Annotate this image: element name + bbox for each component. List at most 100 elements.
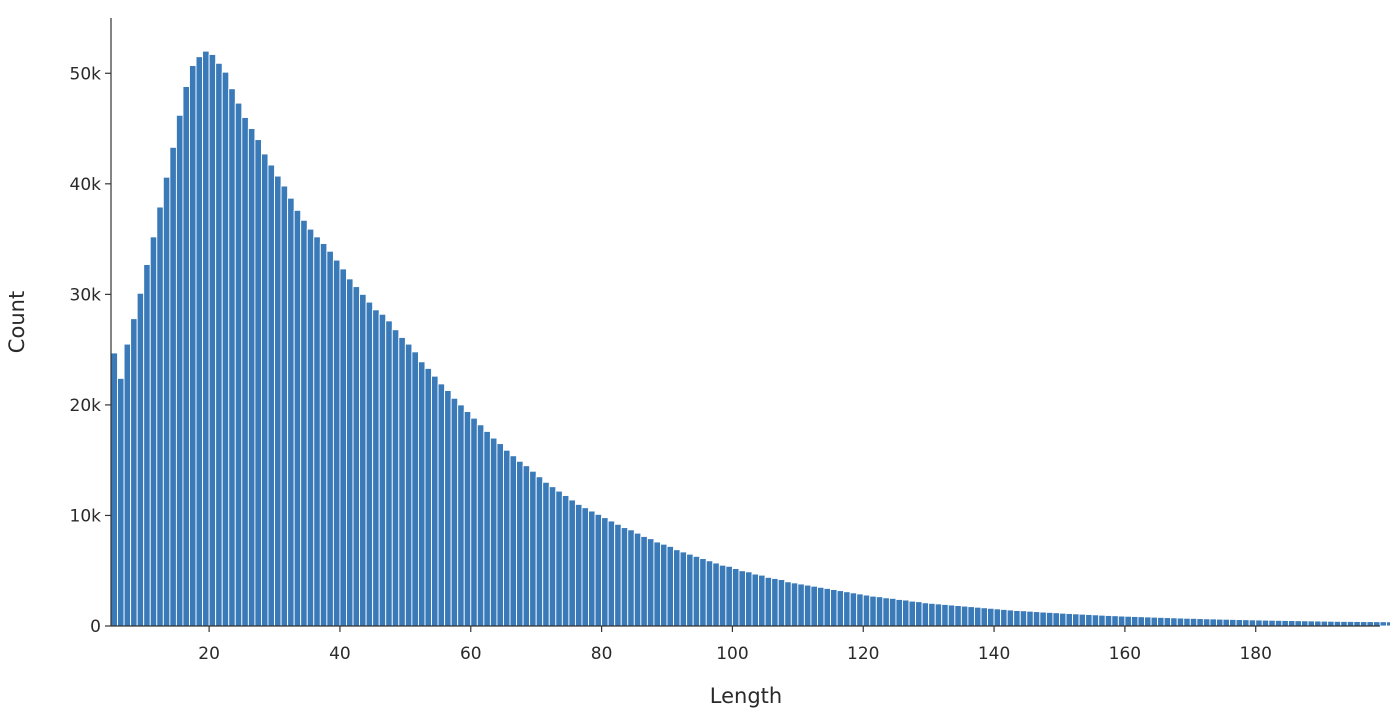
bar bbox=[679, 551, 688, 627]
bar bbox=[1013, 610, 1021, 627]
bar bbox=[476, 424, 485, 627]
bar bbox=[810, 585, 818, 627]
bar bbox=[202, 50, 210, 627]
bar bbox=[1320, 620, 1329, 627]
bar bbox=[738, 570, 746, 627]
x-tick-label: 140 bbox=[978, 644, 1010, 664]
bar bbox=[1144, 616, 1152, 627]
bar bbox=[692, 555, 701, 627]
bar bbox=[843, 591, 851, 627]
bar bbox=[319, 243, 328, 627]
bar bbox=[254, 139, 262, 627]
bar bbox=[862, 594, 871, 627]
bar bbox=[1202, 618, 1211, 627]
bar bbox=[1170, 617, 1178, 627]
bar bbox=[1366, 621, 1374, 627]
bar bbox=[450, 397, 459, 627]
bar bbox=[921, 602, 930, 627]
bar bbox=[1157, 616, 1165, 627]
bar bbox=[947, 604, 956, 627]
bar bbox=[385, 320, 393, 627]
bar bbox=[267, 164, 275, 627]
bar bbox=[1117, 615, 1126, 627]
bar bbox=[1261, 619, 1270, 627]
bar bbox=[601, 517, 609, 627]
bar bbox=[398, 337, 406, 627]
bar bbox=[1000, 608, 1008, 627]
bar bbox=[1307, 620, 1316, 627]
bar bbox=[902, 599, 910, 627]
bar bbox=[326, 250, 334, 627]
bar bbox=[934, 603, 943, 627]
bar bbox=[993, 608, 1002, 627]
bar bbox=[686, 553, 694, 627]
bar bbox=[117, 377, 125, 627]
bar bbox=[182, 86, 190, 627]
x-axis-title: Length bbox=[710, 684, 782, 708]
bar bbox=[895, 599, 903, 627]
bar bbox=[1111, 615, 1119, 627]
x-tick-label: 60 bbox=[460, 644, 482, 664]
bar bbox=[660, 543, 668, 627]
bar bbox=[247, 128, 256, 627]
bar bbox=[745, 571, 753, 627]
bar bbox=[332, 259, 341, 627]
bar bbox=[156, 206, 164, 627]
bar bbox=[1340, 620, 1348, 627]
bar bbox=[1039, 611, 1047, 627]
bar bbox=[529, 470, 537, 627]
bar bbox=[960, 605, 969, 627]
x-tick-label: 160 bbox=[1109, 644, 1141, 664]
bar bbox=[1359, 621, 1368, 627]
bar bbox=[725, 565, 733, 627]
bar bbox=[764, 576, 773, 627]
bar bbox=[594, 513, 603, 627]
bar bbox=[175, 114, 184, 627]
bar bbox=[1045, 611, 1054, 627]
bar bbox=[470, 417, 478, 627]
bar bbox=[1379, 621, 1387, 627]
bar bbox=[1196, 618, 1204, 627]
bar bbox=[1026, 610, 1034, 627]
bar bbox=[1386, 621, 1390, 627]
bar bbox=[797, 583, 805, 627]
bar bbox=[699, 558, 707, 627]
bar bbox=[568, 499, 576, 627]
bar bbox=[784, 581, 792, 627]
bar bbox=[607, 520, 616, 627]
bar bbox=[1229, 618, 1237, 627]
bar bbox=[1032, 611, 1041, 627]
bar bbox=[1052, 612, 1060, 627]
bar bbox=[1333, 620, 1342, 627]
bar bbox=[941, 603, 949, 627]
bar bbox=[1019, 610, 1028, 627]
bar bbox=[830, 589, 838, 627]
bars-group bbox=[110, 50, 1390, 627]
bar bbox=[509, 455, 518, 627]
bar bbox=[1104, 615, 1113, 627]
bar bbox=[149, 236, 158, 627]
bar bbox=[980, 607, 988, 627]
bar bbox=[287, 197, 295, 627]
bar bbox=[633, 532, 642, 627]
bar bbox=[561, 495, 570, 627]
bar bbox=[849, 592, 858, 627]
bar bbox=[241, 117, 249, 627]
bar bbox=[908, 600, 917, 627]
bar bbox=[280, 185, 289, 627]
bar bbox=[640, 536, 648, 627]
bar bbox=[293, 209, 302, 627]
bar bbox=[548, 486, 557, 627]
bar bbox=[110, 352, 118, 627]
bar bbox=[483, 430, 491, 627]
y-axis-title: Count bbox=[5, 291, 29, 353]
bar bbox=[169, 146, 177, 627]
bar bbox=[378, 313, 387, 627]
bar bbox=[457, 404, 465, 627]
bar bbox=[359, 293, 367, 627]
bar bbox=[215, 62, 223, 627]
y-axis: 0 10k 20k 30k 40k 50k bbox=[70, 18, 112, 637]
bar bbox=[372, 309, 380, 627]
bar bbox=[1346, 621, 1355, 627]
bar bbox=[1163, 617, 1172, 627]
